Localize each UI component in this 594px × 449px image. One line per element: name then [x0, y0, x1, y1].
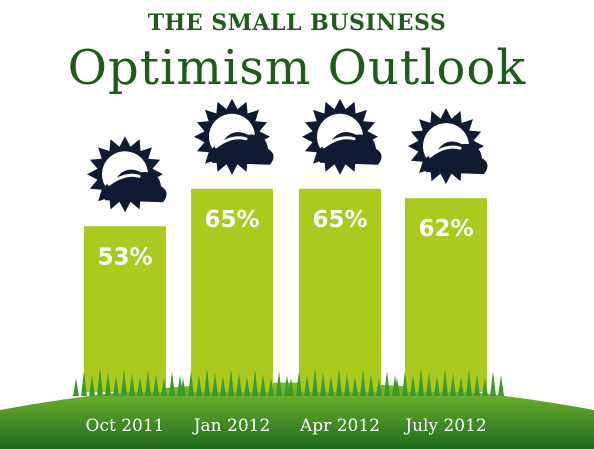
bar — [191, 188, 273, 392]
hill — [0, 382, 594, 449]
partly-sunny-icon — [87, 136, 167, 213]
partly-sunny-icon — [302, 98, 382, 175]
chart-supertitle: THE SMALL BUSINESS — [147, 10, 447, 36]
bar — [299, 188, 381, 392]
category-label: July 2012 — [403, 416, 486, 436]
bar — [405, 198, 487, 392]
category-label: Jan 2012 — [192, 416, 271, 436]
value-label: 65% — [312, 207, 367, 233]
partly-sunny-icon — [194, 98, 274, 175]
grass — [180, 368, 290, 396]
grass — [73, 368, 183, 396]
grass — [394, 368, 504, 396]
value-label: 62% — [418, 216, 473, 242]
category-label: Oct 2011 — [86, 416, 165, 436]
value-label: 65% — [204, 207, 259, 233]
grass — [288, 368, 398, 396]
chart-title: Optimism Outlook — [67, 40, 527, 96]
value-label: 53% — [97, 244, 152, 270]
bar — [84, 226, 166, 392]
partly-sunny-icon — [408, 108, 488, 185]
category-label: Apr 2012 — [299, 416, 380, 436]
